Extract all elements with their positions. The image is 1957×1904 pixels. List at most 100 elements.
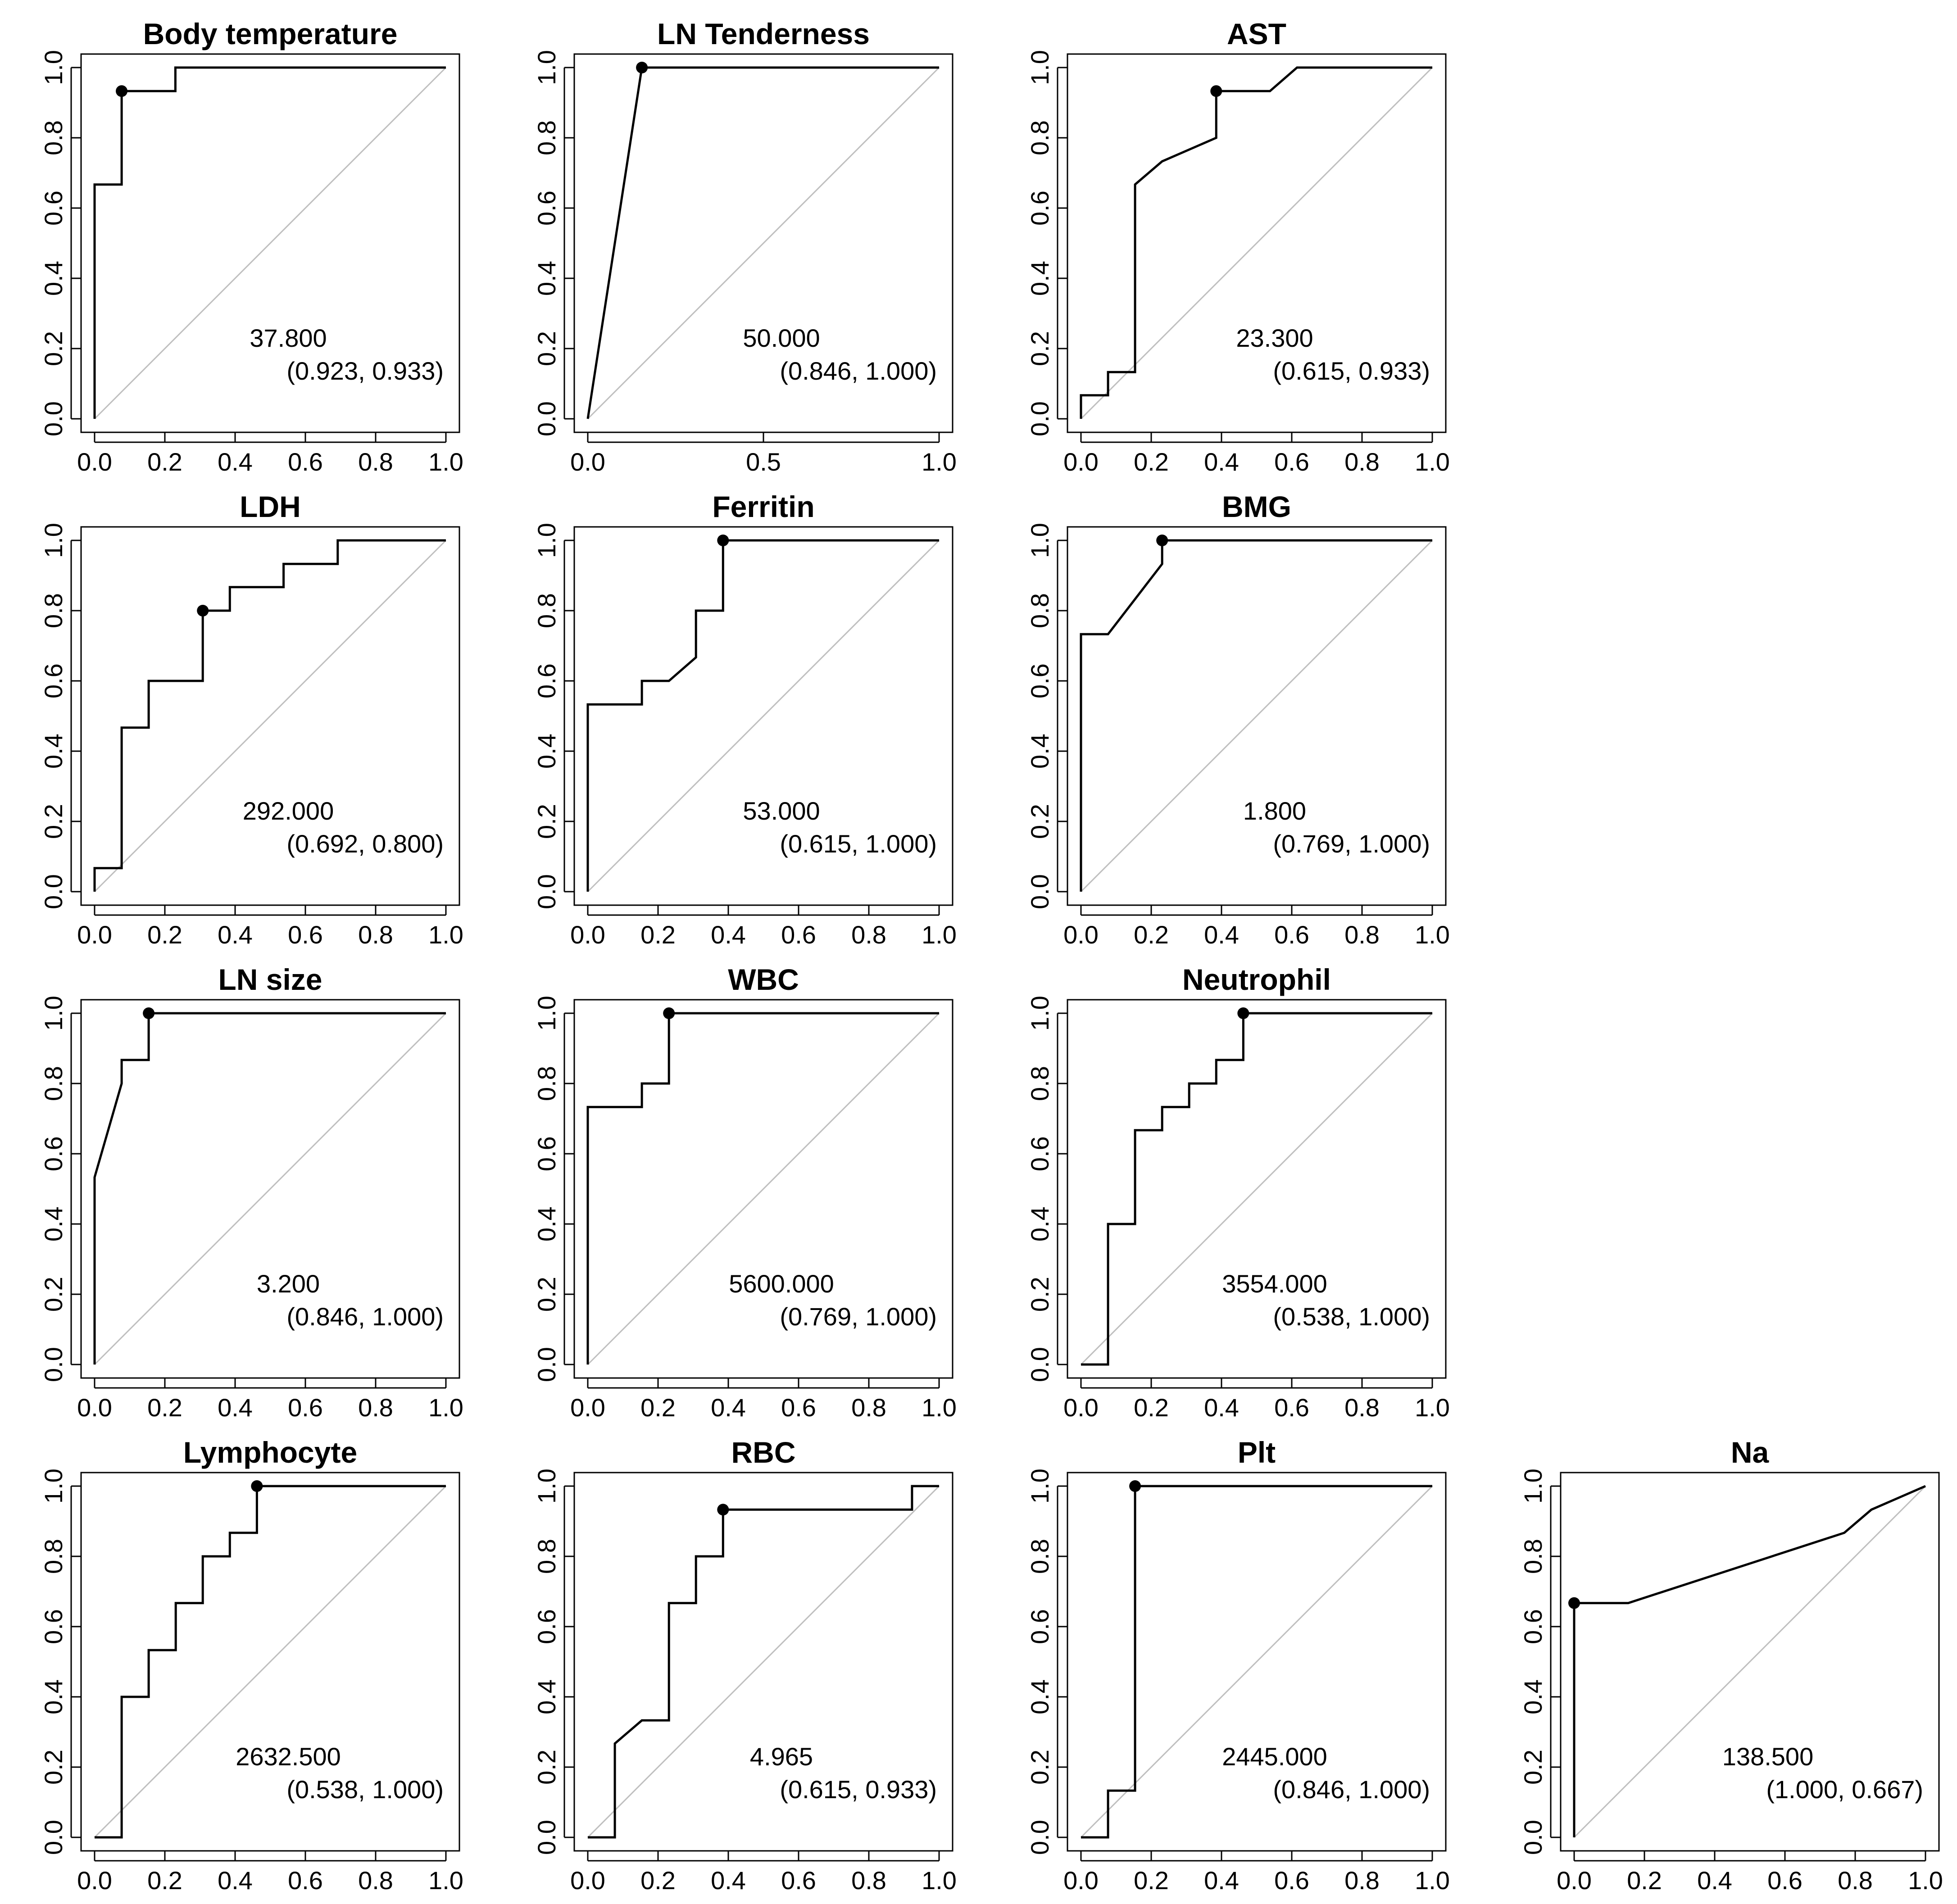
chart-ldh-title: LDH [240, 490, 301, 523]
chart-na-xtick-label: 0.4 [1697, 1866, 1732, 1895]
chart-neutrophil-spec-sens-label: (0.538, 1.000) [1273, 1302, 1430, 1331]
chart-plt-frame [1067, 1472, 1447, 1852]
chart-plt-ytick-label: 1.0 [1026, 1469, 1054, 1504]
chart-bmg-roc-curve [1080, 539, 1432, 892]
chart-wbc-xtick-label: 0.6 [781, 1393, 816, 1422]
chart-lymphocyte-ytick-label: 0.0 [39, 1820, 68, 1855]
chart-ln-tenderness-diagonal [587, 67, 940, 420]
chart-ferritin-ytick-label: 0.0 [532, 874, 561, 909]
chart-ldh-threshold-label: 292.000 [243, 797, 334, 825]
chart-plt: Plt 0.0 0.2 0.4 0.6 0.8 1.0 0.0 0.2 0.4 0.6 0.8 1.0 2… [1026, 1436, 1450, 1895]
chart-neutrophil-ytick-label: 0.2 [1026, 1277, 1054, 1312]
chart-ln-size: LN size 0.0 0.2 0.4 0.6 0.8 1.0 0.0 0.2 0.4 0.6 0.8… [39, 963, 463, 1422]
chart-rbc-threshold-label: 4.965 [750, 1742, 813, 1771]
chart-ast-title: AST [1227, 17, 1286, 50]
chart-body-temperature-xtick-label: 0.4 [218, 448, 253, 476]
chart-body-temperature-xtick-label: 0.2 [147, 448, 182, 476]
chart-rbc-optimal-point [717, 1504, 729, 1516]
chart-ast-xtick-label: 0.0 [1063, 448, 1099, 476]
chart-lymphocyte-ytick-label: 0.2 [39, 1750, 68, 1785]
chart-plt-xtick-label: 1.0 [1415, 1866, 1450, 1895]
chart-lymphocyte-ytick-label: 0.6 [39, 1609, 68, 1644]
chart-ferritin-ytick-label: 0.8 [532, 593, 561, 628]
chart-ldh-xtick-label: 0.6 [288, 920, 323, 949]
chart-na-xtick-label: 0.2 [1627, 1866, 1662, 1895]
chart-ldh-xtick-label: 0.2 [147, 920, 182, 949]
chart-bmg-ytick-label: 0.0 [1026, 874, 1054, 909]
chart-bmg-frame [1067, 526, 1447, 906]
chart-ln-size-xtick-label: 0.2 [147, 1393, 182, 1422]
chart-na-xtick-label: 1.0 [1908, 1866, 1943, 1895]
chart-na-roc-curve [1573, 1485, 1926, 1837]
chart-body-temperature-optimal-point [116, 85, 128, 97]
chart-na-ytick-label: 0.8 [1519, 1539, 1547, 1574]
chart-plt-ytick-label: 0.8 [1026, 1539, 1054, 1574]
chart-ln-tenderness-spec-sens-label: (0.846, 1.000) [780, 357, 937, 385]
chart-ln-tenderness-optimal-point [636, 62, 648, 73]
chart-na-ytick-label: 0.4 [1519, 1679, 1547, 1714]
chart-plt-ytick-label: 0.2 [1026, 1750, 1054, 1785]
chart-ferritin-xtick-label: 0.4 [711, 920, 746, 949]
chart-neutrophil-ytick-label: 0.6 [1026, 1136, 1054, 1171]
chart-ast-ytick-label: 0.4 [1026, 261, 1054, 296]
chart-wbc-frame [573, 999, 954, 1379]
chart-bmg-optimal-point [1156, 535, 1168, 546]
chart-ln-tenderness-threshold-label: 50.000 [743, 324, 820, 352]
chart-neutrophil-xtick-label: 0.0 [1063, 1393, 1099, 1422]
chart-ferritin-title: Ferritin [712, 490, 814, 523]
chart-ferritin-xtick-label: 0.2 [640, 920, 676, 949]
chart-ferritin-ytick-label: 1.0 [532, 523, 561, 558]
chart-ln-size-xtick-label: 0.6 [288, 1393, 323, 1422]
chart-neutrophil-xtick-label: 0.6 [1274, 1393, 1309, 1422]
chart-neutrophil: Neutrophil 0.0 0.2 0.4 0.6 0.8 1.0 0.0 0.2 0.4 0.6… [1026, 963, 1450, 1422]
chart-wbc-ytick-label: 0.2 [532, 1277, 561, 1312]
chart-bmg-xtick-label: 0.0 [1063, 920, 1099, 949]
chart-body-temperature-xtick-label: 0.8 [358, 448, 393, 476]
chart-ast-xtick-label: 0.4 [1204, 448, 1239, 476]
chart-neutrophil-diagonal [1080, 1012, 1433, 1365]
chart-ferritin-spec-sens-label: (0.615, 1.000) [780, 830, 937, 858]
chart-wbc-ytick-label: 0.4 [532, 1206, 561, 1242]
chart-ferritin: Ferritin 0.0 0.2 0.4 0.6 0.8 1.0 0.0 0.2 0.4 0.6 0.… [532, 490, 957, 949]
chart-ln-size-spec-sens-label: (0.846, 1.000) [286, 1302, 444, 1331]
chart-ldh-xtick-label: 0.8 [358, 920, 393, 949]
chart-lymphocyte-ytick-label: 0.4 [39, 1679, 68, 1714]
chart-plt-title: Plt [1238, 1436, 1276, 1469]
chart-bmg-ytick-label: 0.2 [1026, 804, 1054, 839]
chart-plt-optimal-point [1129, 1480, 1141, 1492]
chart-ldh-ytick-label: 1.0 [39, 523, 68, 558]
chart-ferritin-xtick-label: 1.0 [922, 920, 957, 949]
chart-neutrophil-xtick-label: 0.2 [1134, 1393, 1169, 1422]
chart-rbc-xtick-label: 1.0 [922, 1866, 957, 1895]
chart-ldh-xtick-label: 0.0 [77, 920, 112, 949]
chart-ldh-ytick-label: 0.4 [39, 734, 68, 769]
chart-body-temperature-ytick-label: 1.0 [39, 50, 68, 85]
chart-plt-diagonal [1080, 1485, 1433, 1838]
chart-rbc-xtick-label: 0.8 [851, 1866, 886, 1895]
chart-ln-size-title: LN size [218, 963, 322, 996]
chart-ast-xtick-label: 1.0 [1415, 448, 1450, 476]
chart-ferritin-optimal-point [717, 535, 729, 546]
chart-plt-xtick-label: 0.6 [1274, 1866, 1309, 1895]
chart-ln-tenderness-ytick-label: 0.6 [532, 190, 561, 226]
chart-ast-ytick-label: 0.2 [1026, 331, 1054, 366]
chart-lymphocyte-roc-curve [95, 1485, 446, 1839]
chart-ferritin-threshold-label: 53.000 [743, 797, 820, 825]
chart-bmg-diagonal [1080, 539, 1433, 893]
chart-rbc: RBC 0.0 0.2 0.4 0.6 0.8 1.0 0.0 0.2 0.4 0.6 0.8 1.0 4… [532, 1436, 957, 1895]
chart-neutrophil-ytick-label: 0.4 [1026, 1206, 1054, 1242]
chart-plt-threshold-label: 2445.000 [1222, 1742, 1327, 1771]
chart-neutrophil-ytick-label: 1.0 [1026, 996, 1054, 1031]
chart-rbc-frame [573, 1472, 954, 1852]
chart-na: Na 0.0 0.2 0.4 0.6 0.8 1.0 0.0 0.2 0.4 0.6 0.8 1.0 13… [1519, 1436, 1943, 1895]
chart-bmg-xtick-label: 0.8 [1344, 920, 1380, 949]
chart-ast-xtick-label: 0.8 [1344, 448, 1380, 476]
chart-ln-size-ytick-label: 1.0 [39, 996, 68, 1031]
chart-rbc-ytick-label: 0.8 [532, 1539, 561, 1574]
chart-wbc-xtick-label: 1.0 [922, 1393, 957, 1422]
chart-wbc-ytick-label: 0.6 [532, 1136, 561, 1171]
chart-neutrophil-frame [1067, 999, 1447, 1379]
chart-ln-size-frame [80, 999, 460, 1379]
chart-plt-spec-sens-label: (0.846, 1.000) [1273, 1775, 1430, 1804]
chart-ast-xtick-label: 0.6 [1274, 448, 1309, 476]
